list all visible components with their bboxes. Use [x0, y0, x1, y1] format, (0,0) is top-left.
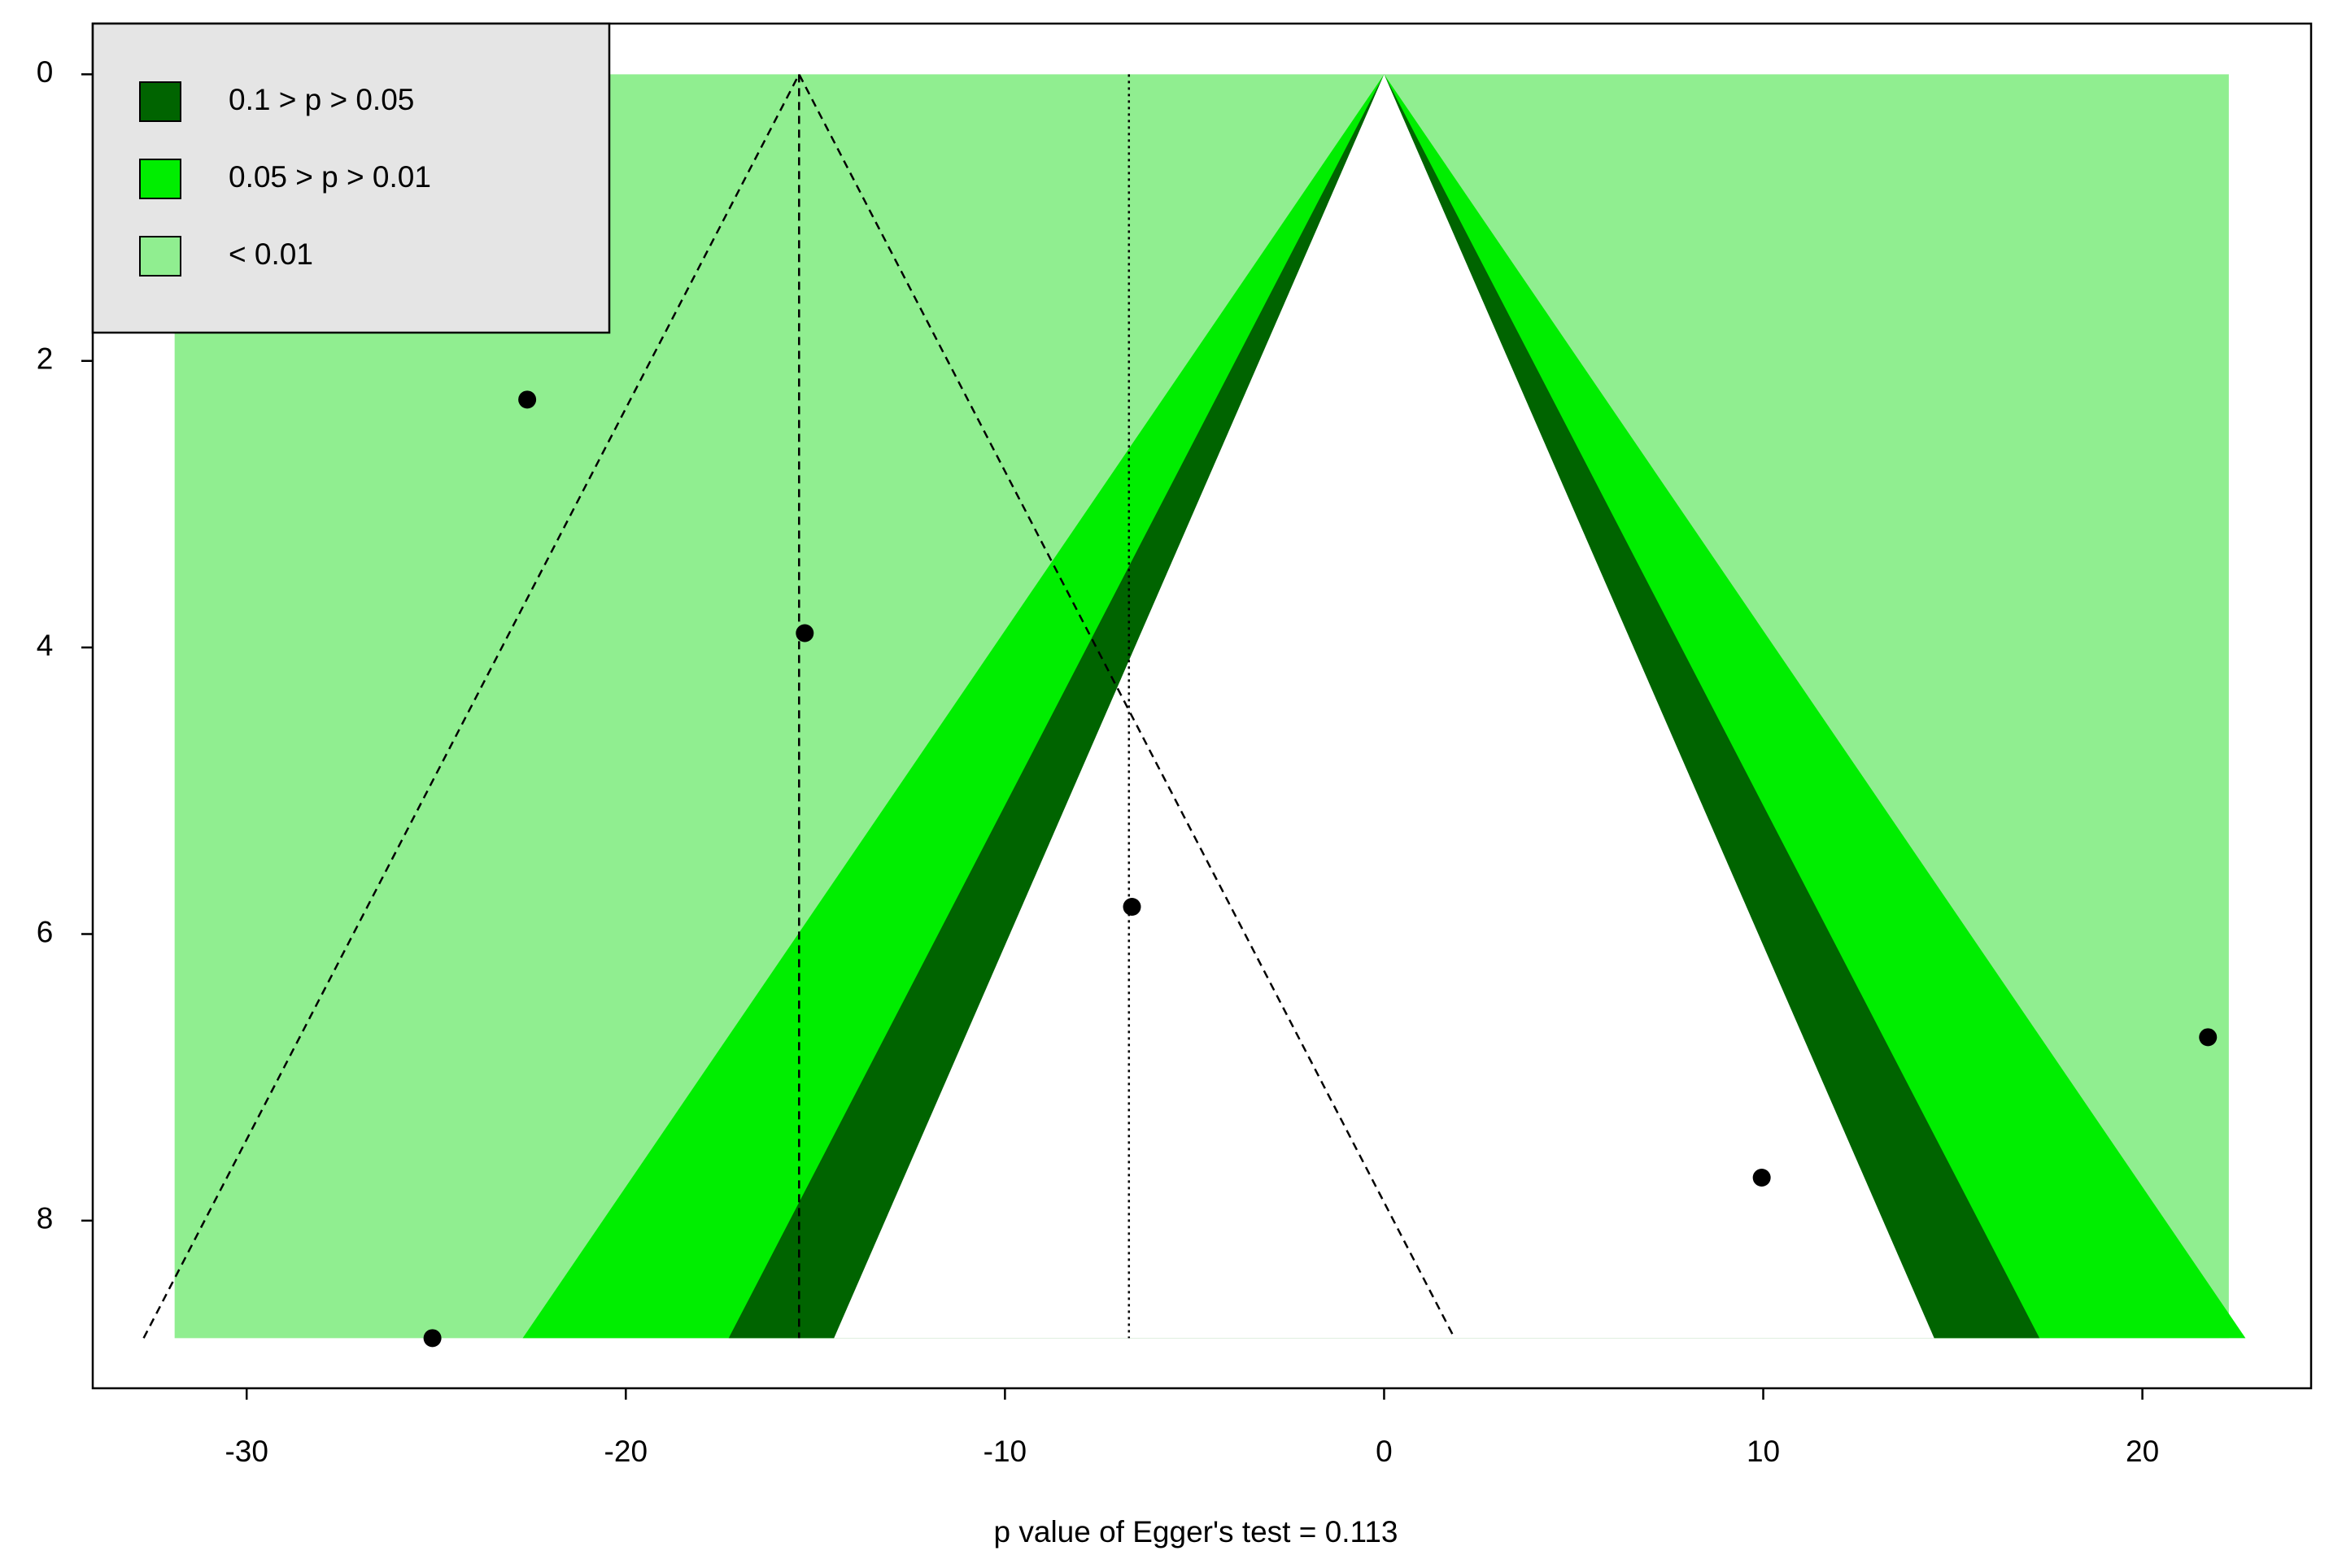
legend-label: 0.05 > p > 0.01: [229, 160, 431, 194]
x-tick-label: -30: [225, 1435, 268, 1468]
study-point: [1123, 898, 1141, 917]
funnel-ci: [142, 72, 1456, 1339]
x-tick-label: 0: [1376, 1435, 1393, 1468]
legend-label: < 0.01: [229, 237, 313, 271]
y-tick-label: 6: [37, 915, 54, 948]
legend: 0.1 > p > 0.05 0.05 > p > 0.01 < 0.01: [91, 22, 611, 334]
x-tick-label: -10: [984, 1435, 1027, 1468]
y-tick-label: 8: [37, 1202, 54, 1235]
study-point: [518, 390, 537, 409]
legend-box: [91, 22, 611, 334]
plot-frame: [91, 22, 2313, 1390]
study-point: [1752, 1169, 1771, 1187]
y-tick-label: 2: [37, 342, 54, 376]
x-tick-label: -20: [604, 1435, 648, 1468]
y-tick-label: 4: [37, 629, 54, 662]
study-point: [796, 624, 814, 642]
legend-label: 0.1 > p > 0.05: [229, 83, 414, 116]
y-tick-label: 0: [37, 55, 54, 89]
legend-swatch: [139, 236, 181, 277]
study-point: [2199, 1028, 2218, 1047]
x-tick-label: 10: [1747, 1435, 1780, 1468]
x-tick-label: 20: [2126, 1435, 2159, 1468]
contour-region: [834, 74, 1934, 1339]
legend-swatch: [139, 159, 181, 199]
x-axis-label: p value of Egger's test = 0.113: [994, 1515, 1398, 1548]
legend-swatch: [139, 81, 181, 122]
study-point: [423, 1329, 442, 1348]
